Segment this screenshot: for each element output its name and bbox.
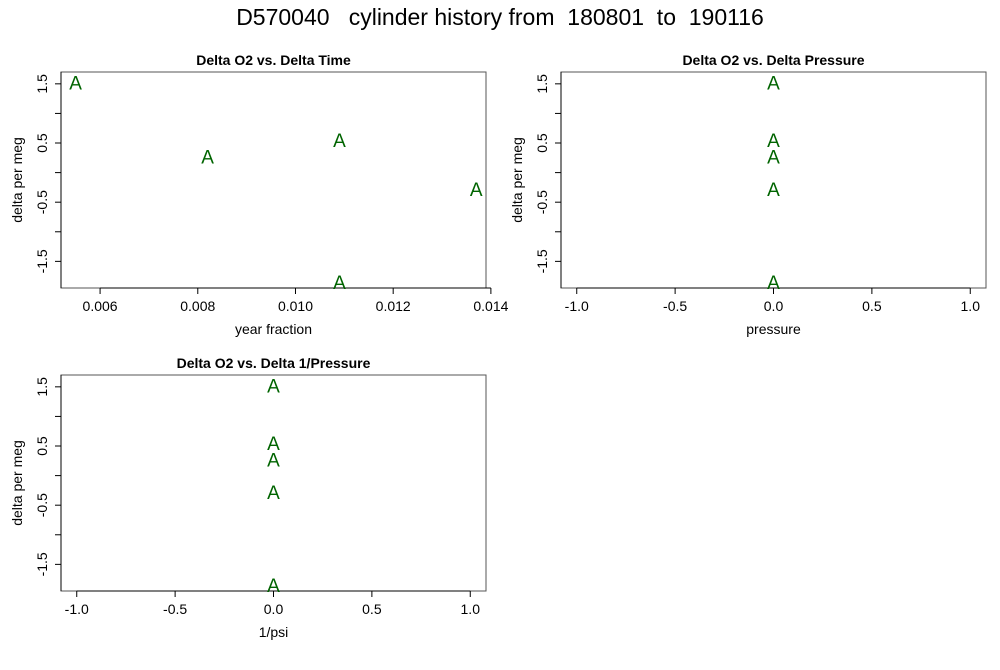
plot-frame [60, 71, 487, 289]
x-tick-label: 1.0 [461, 601, 481, 617]
panel-pressure: Delta O2 vs. Delta Pressure -1.0 -0.5 0.0 0.… [509, 52, 987, 337]
data-point: A [767, 148, 780, 169]
y-tick-label: -1.5 [34, 552, 50, 576]
x-tick-label: 0.5 [862, 298, 882, 314]
y-tick-label: 1.5 [34, 377, 50, 397]
data-point: A [470, 180, 483, 201]
panel-inverse-pressure: Delta O2 vs. Delta 1/Pressure -1.0 -0.5 0.0… [9, 355, 487, 640]
data-point: A [333, 273, 346, 294]
x-tick-label: 0.5 [362, 601, 382, 617]
y-axis-label: delta per meg [509, 137, 525, 223]
x-tick-label: 0.006 [83, 298, 118, 314]
x-tick-label: 0.014 [473, 298, 508, 314]
x-tick-label: -1.0 [65, 601, 89, 617]
x-tick-label: 0.008 [180, 298, 215, 314]
y-tick-label: -0.5 [534, 190, 550, 214]
data-point: A [767, 273, 780, 294]
y-tick-label: -0.5 [34, 190, 50, 214]
x-tick-label: 1.0 [961, 298, 981, 314]
x-tick-label: 0.0 [264, 601, 284, 617]
x-tick-label: 0.012 [376, 298, 411, 314]
data-point: A [267, 576, 280, 597]
data-point: A [267, 434, 280, 455]
x-axis-label: 1/psi [259, 624, 289, 640]
data-point: A [201, 148, 214, 169]
data-point: A [69, 74, 82, 95]
x-tick-label: -0.5 [163, 601, 187, 617]
x-tick-label: -1.0 [565, 298, 589, 314]
page-title: D570040 cylinder history from 180801 to … [236, 4, 764, 30]
y-tick-label: 0.5 [534, 133, 550, 153]
data-point: A [767, 74, 780, 95]
x-tick-label: 0.010 [278, 298, 313, 314]
panel-title: Delta O2 vs. Delta 1/Pressure [177, 355, 371, 371]
panel-title: Delta O2 vs. Delta Pressure [682, 52, 864, 68]
data-point: A [267, 451, 280, 472]
x-tick-label: -0.5 [663, 298, 687, 314]
panel-title: Delta O2 vs. Delta Time [196, 52, 351, 68]
data-point: A [333, 131, 346, 152]
y-tick-label: 0.5 [34, 436, 50, 456]
y-tick-label: 0.5 [34, 133, 50, 153]
data-point: A [767, 180, 780, 201]
y-tick-label: -1.5 [534, 249, 550, 273]
y-axis-label: delta per meg [9, 137, 25, 223]
x-axis-label: pressure [746, 321, 801, 337]
y-tick-label: 1.5 [534, 74, 550, 94]
data-point: A [767, 131, 780, 152]
y-tick-label: -0.5 [34, 493, 50, 517]
x-axis-label: year fraction [235, 321, 312, 337]
y-tick-label: -1.5 [34, 249, 50, 273]
y-tick-label: 1.5 [34, 74, 50, 94]
data-point: A [267, 483, 280, 504]
panel-time: Delta O2 vs. Delta Time 0.006 0.008 0.010 0.… [9, 52, 509, 337]
y-axis-label: delta per meg [9, 440, 25, 526]
x-tick-label: 0.0 [764, 298, 784, 314]
data-point: A [267, 377, 280, 398]
